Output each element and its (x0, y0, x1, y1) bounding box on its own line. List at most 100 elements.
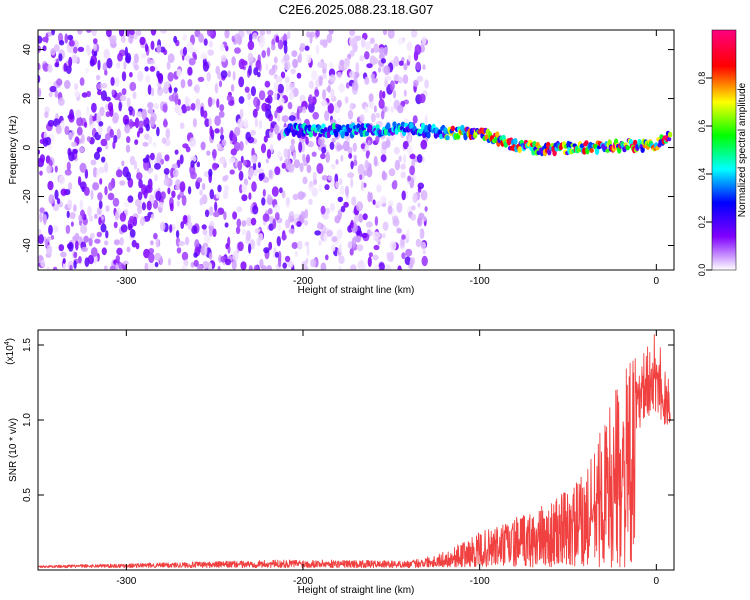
spectrogram-cell (208, 206, 214, 217)
spectrogram-cell (307, 140, 314, 148)
spectrogram-cell (154, 174, 158, 182)
snr-y-scale-exponent: 4 (4, 341, 11, 345)
spectrogram-cell (154, 252, 161, 261)
spectrogram-cell (397, 37, 405, 45)
spectrogram-signal-cell (552, 150, 557, 157)
spectrogram-cell (397, 265, 402, 270)
spectrogram-cell (398, 60, 404, 66)
spectrogram-signal-cell (667, 131, 673, 138)
spectrogram-cell (415, 61, 421, 71)
spectrogram-cell (54, 165, 58, 173)
spectrogram-cell (125, 52, 132, 64)
spectrogram-cell (158, 201, 164, 208)
spectrogram-cell (288, 91, 295, 100)
spectrogram-cell (222, 190, 229, 200)
spectrogram-cell (224, 184, 229, 193)
spectrogram-cell (194, 84, 200, 94)
spectrogram-cell (408, 135, 412, 144)
spectrogram-cell (89, 58, 95, 67)
spectrogram-cell (73, 251, 78, 259)
spectrogram-cell (152, 199, 159, 209)
spectrogram-cell (224, 30, 230, 39)
spectrogram-cell (277, 256, 282, 268)
spectrogram-cell (83, 235, 89, 243)
spectrogram-cell (274, 212, 280, 221)
spectrogram-cell (422, 249, 426, 255)
spectrogram-cell (247, 136, 255, 144)
spectrogram-cell (211, 162, 218, 171)
spectrogram-cell (251, 154, 257, 164)
spectrogram-cell (420, 190, 428, 201)
spectrogram-signal-cell (589, 148, 594, 153)
spectrogram-cell (206, 150, 211, 156)
spectrogram-cell (79, 199, 84, 210)
spectrogram-cell (120, 224, 128, 233)
spectrogram-cell (121, 34, 126, 43)
spectrogram-cell (202, 228, 208, 236)
spectrogram-cell (335, 181, 339, 189)
spectrogram-cell (290, 68, 296, 75)
spectrogram-cell (78, 214, 82, 222)
spectrogram-cell (392, 179, 398, 190)
spectrogram-cell (417, 182, 425, 190)
snr-y-scale-label: (x10 (5, 345, 16, 365)
spectrogram-cell (121, 160, 125, 167)
spectrogram-cell (345, 82, 350, 89)
spectrogram-cell (353, 159, 358, 166)
spectrogram-cell (385, 139, 391, 148)
spectrogram-cell (149, 116, 155, 128)
spectrogram-cell (293, 159, 300, 169)
spectrogram-cell (39, 211, 43, 223)
spectrogram-cell (311, 151, 317, 157)
spectrogram-cell (273, 56, 278, 64)
spectrogram-cell (49, 85, 57, 93)
spectrogram-cell (325, 254, 329, 261)
spectrogram-cell (288, 228, 295, 234)
spectrogram-cell (299, 43, 306, 49)
spectrogram-cell (52, 203, 60, 212)
spectrogram-cell (252, 32, 258, 40)
spectrogram-cell (197, 76, 205, 82)
spectrogram-cell (389, 240, 397, 251)
spectrogram-cell (147, 102, 154, 109)
spectrogram-cell (360, 180, 364, 192)
spectrogram-cell (373, 231, 380, 239)
spectrogram-cell (168, 95, 175, 102)
spectrogram-cell (317, 61, 324, 68)
spectrogram-cell (420, 139, 428, 150)
spectrogram-cell (60, 120, 65, 130)
spectrogram-cell (409, 165, 415, 176)
spectrogram-cell (306, 54, 312, 64)
spectrogram-cell (68, 151, 75, 162)
spectrogram-cell (250, 129, 256, 136)
spectrogram-cell (409, 153, 416, 160)
spectrogram-cell (338, 83, 346, 93)
spectrogram-cell (421, 255, 428, 267)
spectrogram-cell (266, 30, 272, 35)
spectrogram-cell (184, 96, 189, 107)
spectrogram-cell (340, 205, 346, 213)
spectrogram-cell (90, 159, 97, 166)
spectrogram-cell (316, 163, 324, 174)
spectrogram-cell (301, 260, 308, 270)
spectrogram-cell (284, 60, 291, 71)
spectrogram-cell (241, 194, 248, 202)
spectrogram-cell (384, 79, 388, 88)
spectrogram-cell (409, 259, 414, 268)
spectrogram-cell (318, 240, 322, 246)
spectrogram-cell (149, 152, 155, 161)
spectrogram-cell (418, 212, 425, 221)
spectrogram-cell (48, 91, 53, 98)
spectrogram-cell (56, 198, 61, 205)
spectrogram-cell (406, 41, 413, 51)
spectrogram-cell (406, 228, 410, 240)
spectrogram-cell (329, 202, 336, 212)
spectrogram-cell (134, 139, 139, 146)
spectrogram-cell (182, 143, 189, 149)
spectrogram-cell (384, 75, 392, 81)
spectrogram-cell (373, 105, 377, 113)
spectrogram-cell (266, 194, 273, 206)
spectrogram-x-tick-label: -100 (470, 276, 490, 287)
spectrogram-cell (296, 221, 302, 227)
spectrogram-signal-cell (340, 131, 345, 139)
